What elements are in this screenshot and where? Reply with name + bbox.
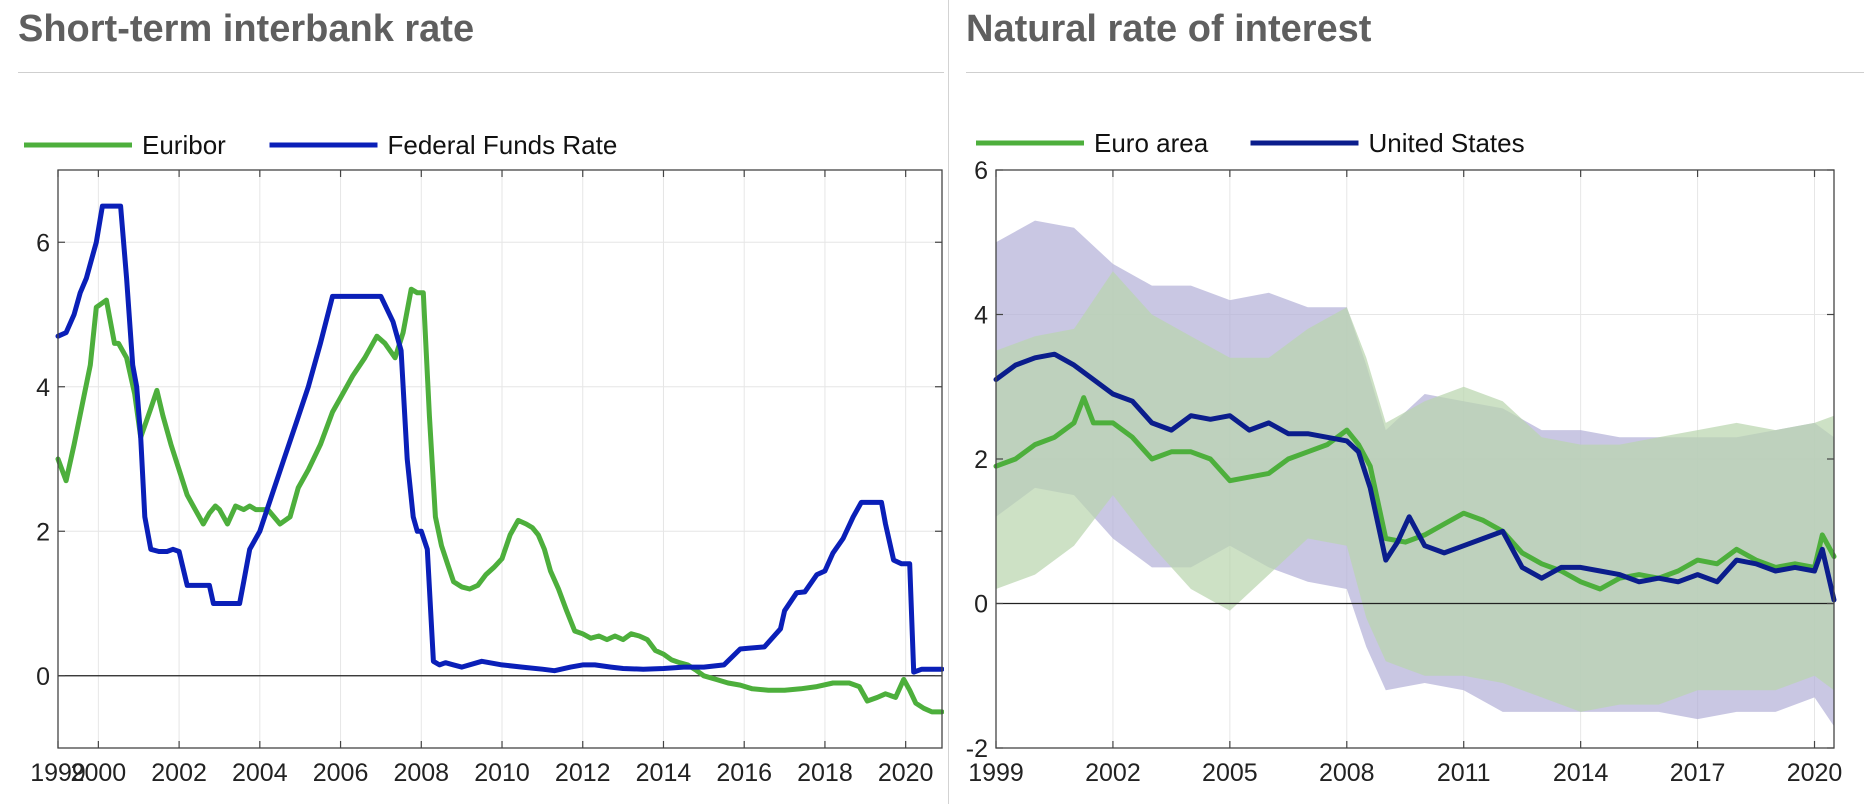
series-line-united-states — [993, 351, 1837, 603]
series-line-euribor — [55, 286, 944, 715]
x-tick-label: 2008 — [1319, 759, 1375, 787]
x-tick-label: 2005 — [1202, 759, 1258, 787]
series-line-euro-area — [993, 395, 1837, 592]
x-tick-label: 2014 — [636, 759, 692, 787]
right-panel-title: Natural rate of interest — [966, 8, 1372, 50]
y-tick-label: 2 — [974, 446, 988, 474]
x-tick-label: 2017 — [1670, 759, 1726, 787]
x-tick-label: 1999 — [968, 759, 1024, 787]
plot-frame — [57, 169, 943, 749]
y-tick-label: 0 — [974, 591, 988, 619]
x-tick-label: 2002 — [1085, 759, 1141, 787]
y-tick-label: 6 — [974, 157, 988, 185]
panel-divider — [948, 0, 949, 804]
x-tick-label: 2010 — [474, 759, 530, 787]
series-line-federal-funds-rate — [55, 203, 944, 675]
right-title-rule — [966, 72, 1864, 73]
y-tick-label: 4 — [974, 302, 988, 330]
y-tick-label: 4 — [36, 374, 50, 402]
x-tick-label: 2004 — [232, 759, 288, 787]
x-tick-label: 2011 — [1437, 759, 1491, 787]
x-tick-label: 2006 — [313, 759, 369, 787]
left-panel-title: Short-term interbank rate — [18, 8, 475, 50]
x-tick-label: 2018 — [797, 759, 853, 787]
x-tick-label: 2008 — [393, 759, 449, 787]
x-tick-label: 2016 — [716, 759, 772, 787]
y-tick-label: -2 — [966, 735, 988, 763]
x-tick-label: 2020 — [1787, 759, 1843, 787]
y-tick-label: 0 — [36, 663, 50, 691]
x-tick-label: 2014 — [1553, 759, 1609, 787]
legend-label-euro-area: Euro area — [1094, 128, 1209, 158]
x-tick-label: 2002 — [151, 759, 207, 787]
legend-label-euribor: Euribor — [142, 130, 226, 160]
legend-label-federal-funds-rate: Federal Funds Rate — [388, 130, 618, 160]
left-title-rule — [18, 72, 944, 73]
x-tick-label: 2012 — [555, 759, 611, 787]
x-tick-label: 2000 — [71, 759, 127, 787]
x-tick-label: 2020 — [878, 759, 934, 787]
confidence-band-2 — [996, 271, 1834, 712]
legend-label-united-states: United States — [1369, 128, 1525, 158]
y-tick-label: 6 — [36, 229, 50, 257]
x-tick-label: 1999 — [30, 759, 86, 787]
y-tick-label: 2 — [36, 518, 50, 546]
